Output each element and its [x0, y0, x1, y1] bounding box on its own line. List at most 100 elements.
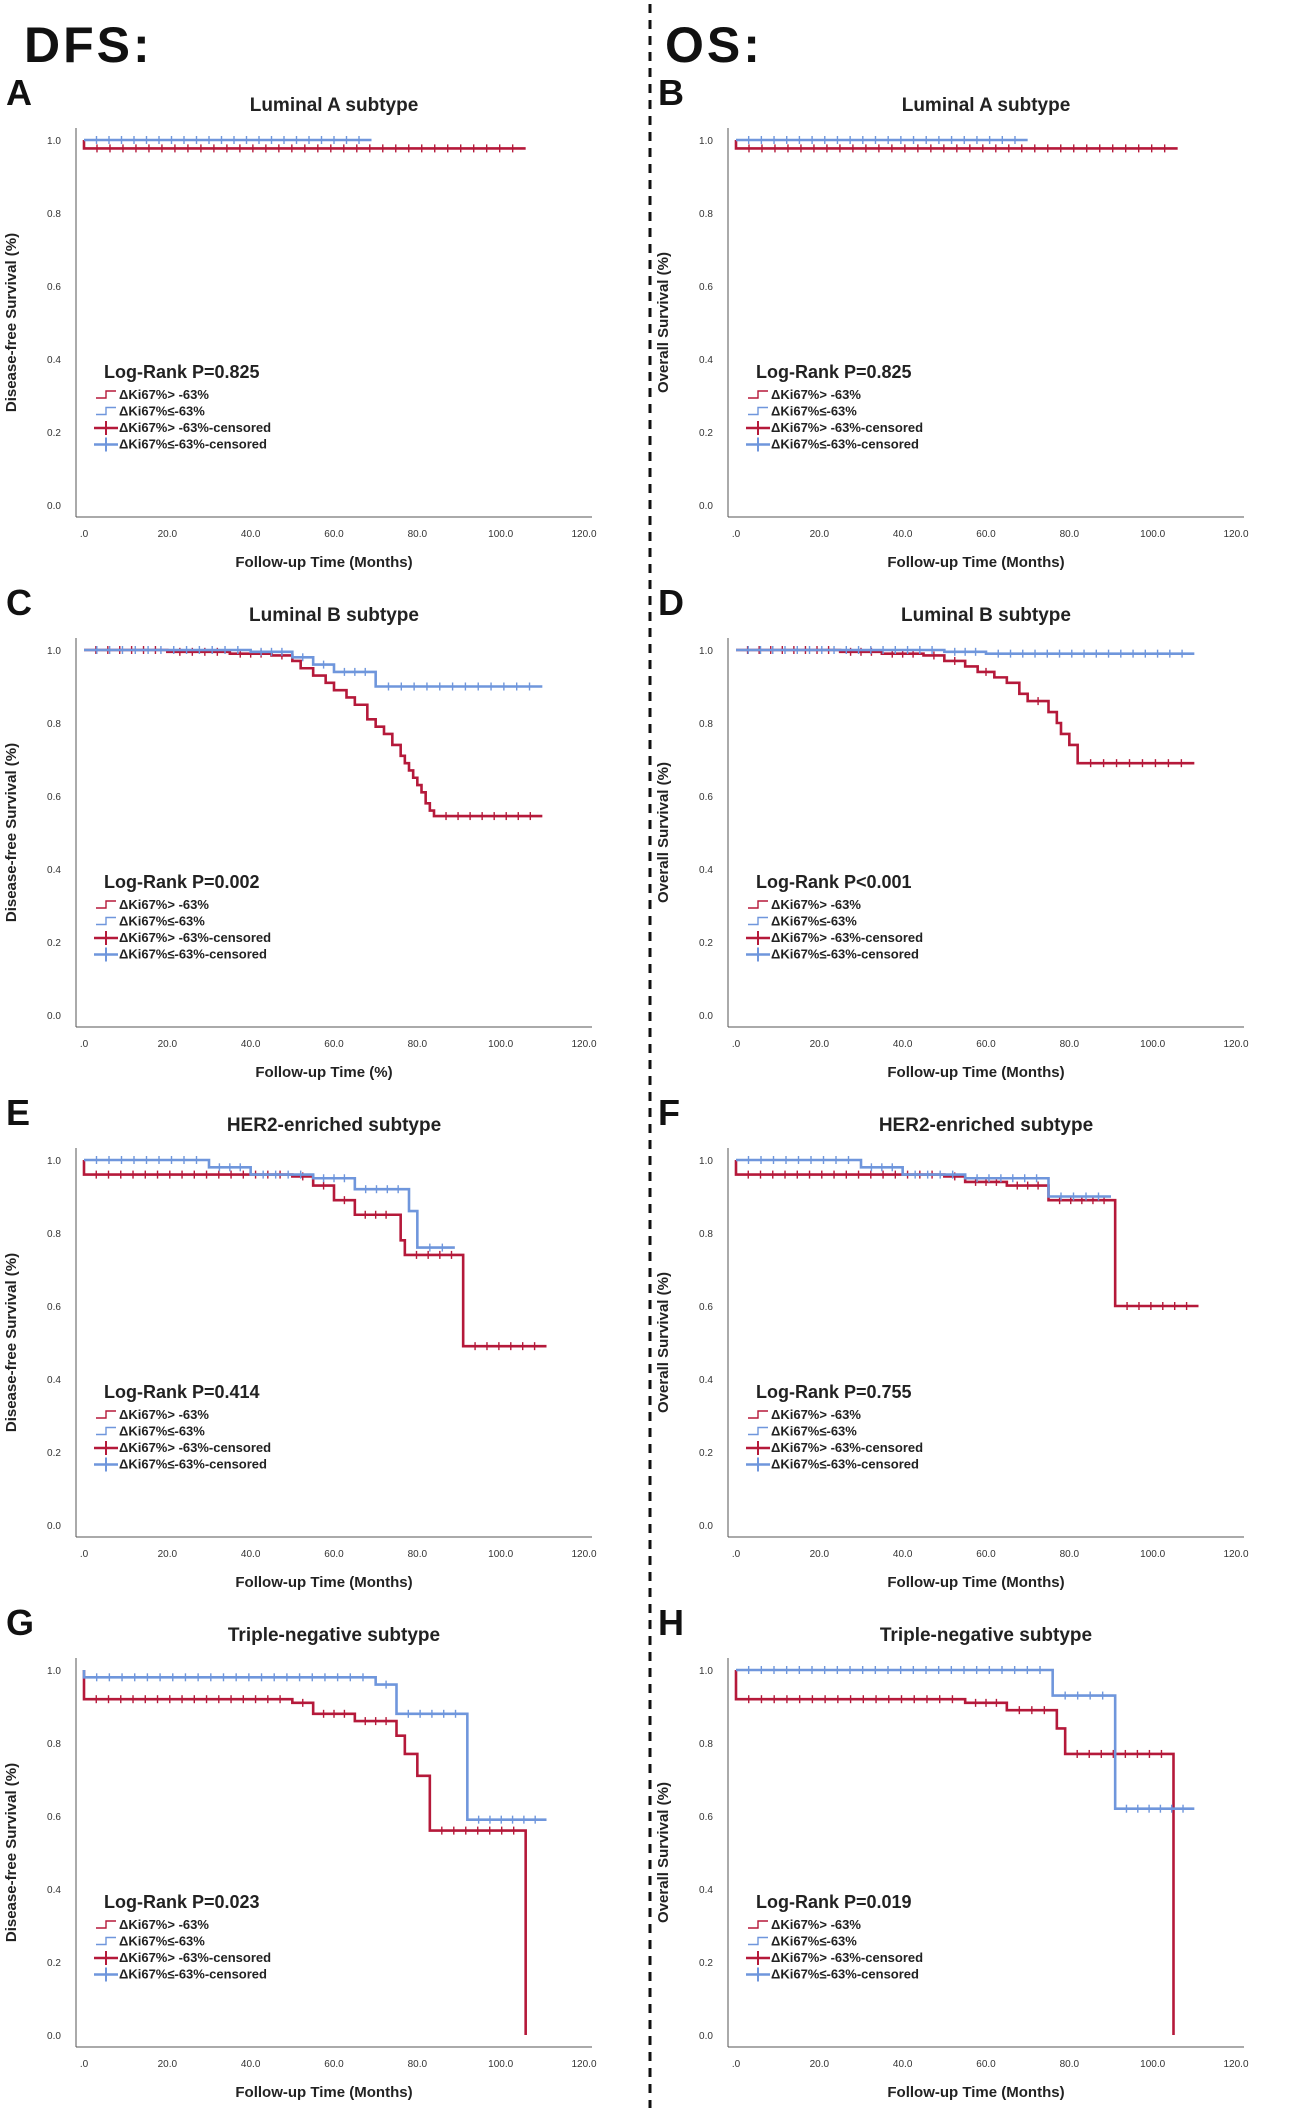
series-high-line	[734, 1160, 1199, 1308]
legend-label: ΔKi67%> -63%-censored	[771, 420, 923, 435]
panel-letter: B	[658, 72, 684, 113]
legend-step-line	[748, 1936, 768, 1946]
series-high-line	[84, 648, 543, 818]
y-tick-label: 0.2	[699, 428, 713, 439]
y-tick-label: 0.2	[47, 1958, 61, 1969]
legend-step-line	[96, 390, 116, 399]
legend-step-line	[96, 916, 116, 926]
legend-label: ΔKi67%> -63%	[771, 1917, 861, 1932]
x-tick-label: 20.0	[810, 1549, 830, 1560]
series-high-line	[82, 1160, 547, 1348]
legend-label: ΔKi67%≤-63%-censored	[771, 1457, 919, 1472]
x-tick-label: 120.0	[1223, 2059, 1248, 2070]
series-low-line	[84, 648, 543, 688]
x-tick-label: .0	[80, 529, 89, 540]
panel-title: Luminal A subtype	[250, 95, 419, 116]
y-tick-label: 1.0	[47, 136, 61, 147]
legend-label: ΔKi67%> -63%-censored	[119, 1950, 271, 1965]
x-tick-label: 120.0	[571, 1549, 596, 1560]
x-tick-label: 40.0	[241, 529, 261, 540]
legend-step-icon	[748, 1410, 768, 1419]
logrank-pvalue: Log-Rank P=0.023	[104, 1892, 260, 1912]
panel-a: A Luminal A subtype 0.0 0.2 0.4 0.6 0.8 1.0 .0 20…	[3, 72, 597, 571]
panel-title: Triple-negative subtype	[880, 1625, 1092, 1646]
series-high-line	[736, 648, 1195, 765]
legend-censor-icon	[746, 1457, 770, 1472]
y-axis-label: Overall Survival (%)	[655, 1782, 672, 1923]
legend-label: ΔKi67%> -63%	[771, 387, 861, 402]
series-high-line	[82, 1670, 527, 2035]
x-tick-label: 60.0	[324, 2059, 344, 2070]
x-tick-label: 20.0	[810, 2059, 830, 2070]
legend-step-line	[96, 1936, 116, 1946]
x-tick-label: 20.0	[158, 2059, 178, 2070]
x-tick-label: 100.0	[1140, 2059, 1165, 2070]
y-tick-label: 1.0	[699, 1156, 713, 1167]
x-tick-label: .0	[732, 1039, 741, 1050]
x-tick-label: 120.0	[571, 2059, 596, 2070]
x-tick-label: .0	[732, 2059, 741, 2070]
legend-step-icon	[96, 406, 116, 416]
legend-step-icon	[748, 1920, 768, 1929]
y-tick-label: 0.4	[47, 355, 61, 366]
y-tick-label: 0.8	[47, 1739, 61, 1750]
legend-label: ΔKi67%> -63%	[119, 1917, 209, 1932]
legend-label: ΔKi67%≤-63%	[771, 1934, 857, 1949]
legend-step-icon	[748, 390, 768, 399]
legend-step-icon	[96, 916, 116, 926]
panel-letter: A	[6, 72, 32, 113]
x-tick-label: 120.0	[1223, 529, 1248, 540]
censor-marks-low	[747, 136, 1016, 144]
x-tick-label: 100.0	[1140, 1039, 1165, 1050]
y-axis-label: Overall Survival (%)	[655, 762, 672, 903]
y-tick-label: 1.0	[699, 1666, 713, 1677]
y-tick-label: 0.6	[47, 1812, 61, 1823]
x-axis-label: Follow-up Time (Months)	[887, 554, 1064, 571]
y-tick-label: 0.0	[699, 501, 713, 512]
x-tick-label: 120.0	[1223, 1549, 1248, 1560]
panels: A Luminal A subtype 0.0 0.2 0.4 0.6 0.8 1.0 .0 20…	[3, 72, 1249, 2101]
legend-censor-icon	[746, 1951, 770, 1965]
legend-label: ΔKi67%≤-63%	[771, 404, 857, 419]
y-axis-label: Overall Survival (%)	[655, 1272, 672, 1413]
legend-label: ΔKi67%≤-63%	[119, 1934, 205, 1949]
y-axis-label: Overall Survival (%)	[655, 252, 672, 393]
legend-label: ΔKi67%≤-63%	[771, 914, 857, 929]
legend-step-line	[96, 1410, 116, 1419]
legend-label: ΔKi67%> -63%-censored	[771, 1440, 923, 1455]
legend-step-icon	[748, 1936, 768, 1946]
legend-label: ΔKi67%≤-63%	[119, 404, 205, 419]
panel-letter: F	[658, 1092, 680, 1133]
censor-marks-low	[95, 136, 360, 144]
legend-label: ΔKi67%≤-63%-censored	[119, 1967, 267, 1982]
x-axis-label: Follow-up Time (Months)	[235, 2084, 412, 2101]
legend-censor-icon	[94, 1967, 118, 1982]
x-tick-label: 80.0	[408, 1549, 428, 1560]
y-tick-label: 0.4	[699, 865, 713, 876]
y-axis-label: Disease-free Survival (%)	[3, 1763, 20, 1942]
censor-marks-low	[747, 1666, 1184, 1813]
logrank-pvalue: Log-Rank P<0.001	[756, 872, 912, 892]
censor-marks-low	[95, 1673, 536, 1824]
y-tick-label: 0.4	[47, 1375, 61, 1386]
legend-label: ΔKi67%> -63%-censored	[119, 930, 271, 945]
censor-marks-low	[96, 646, 531, 691]
legend-step-icon	[748, 1426, 768, 1436]
y-tick-label: 0.0	[699, 2031, 713, 2042]
censor-marks-high	[95, 1170, 536, 1351]
legend-step-icon	[748, 900, 768, 909]
logrank-pvalue: Log-Rank P=0.825	[756, 362, 912, 382]
logrank-pvalue: Log-Rank P=0.002	[104, 872, 260, 892]
legend-label: ΔKi67%≤-63%	[119, 1424, 205, 1439]
legend-step-line	[748, 1920, 768, 1929]
legend-label: ΔKi67%≤-63%-censored	[119, 437, 267, 452]
y-tick-label: 0.6	[699, 792, 713, 803]
legend-censor-icon	[94, 947, 118, 962]
legend-step-icon	[96, 1936, 116, 1946]
logrank-pvalue: Log-Rank P=0.019	[756, 1892, 912, 1912]
x-tick-label: 20.0	[810, 529, 830, 540]
legend-censor-icon	[94, 931, 118, 945]
legend-step-icon	[748, 406, 768, 416]
y-tick-label: 1.0	[47, 1666, 61, 1677]
